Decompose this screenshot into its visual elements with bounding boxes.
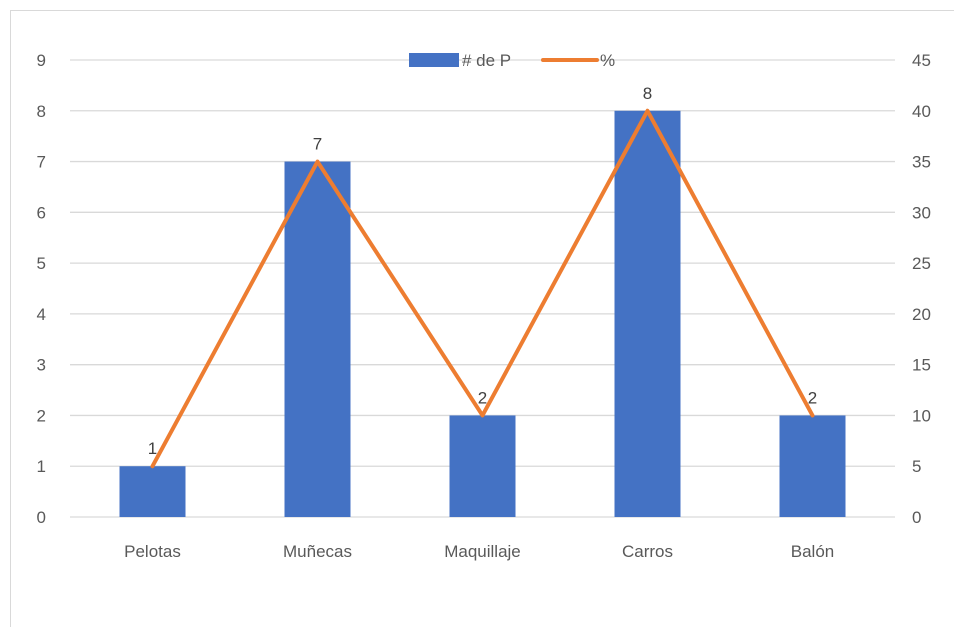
bar xyxy=(780,415,846,517)
legend-label-line: % xyxy=(600,51,615,70)
bar-data-label: 8 xyxy=(643,84,652,103)
y-left-tick-label: 9 xyxy=(37,51,46,70)
bar-data-label: 7 xyxy=(313,135,322,154)
legend-label-bar: # de P xyxy=(462,51,511,70)
y-right-tick-label: 25 xyxy=(912,254,931,273)
bar-data-label: 2 xyxy=(478,388,487,407)
y-right-tick-label: 40 xyxy=(912,102,931,121)
y-left-tick-label: 4 xyxy=(37,305,46,324)
x-tick-label: Pelotas xyxy=(124,542,181,561)
y-right-tick-label: 35 xyxy=(912,153,931,172)
x-tick-label: Carros xyxy=(622,542,673,561)
y-left-tick-label: 6 xyxy=(37,203,46,222)
x-tick-label: Balón xyxy=(791,542,834,561)
y-right-tick-label: 0 xyxy=(912,508,921,527)
bar-data-label: 1 xyxy=(148,439,157,458)
y-left-tick-label: 8 xyxy=(37,102,46,121)
legend-swatch-bar xyxy=(409,53,459,67)
y-left-tick-label: 7 xyxy=(37,153,46,172)
y-left-tick-label: 2 xyxy=(37,406,46,425)
y-right-tick-label: 10 xyxy=(912,406,931,425)
y-right-tick-label: 20 xyxy=(912,305,931,324)
bar xyxy=(285,162,351,517)
y-left-tick-label: 1 xyxy=(37,457,46,476)
y-left-tick-label: 0 xyxy=(37,508,46,527)
bar xyxy=(450,415,516,517)
y-right-tick-label: 5 xyxy=(912,457,921,476)
x-tick-label: Muñecas xyxy=(283,542,352,561)
bar-data-label: 2 xyxy=(808,388,817,407)
y-right-tick-label: 45 xyxy=(912,51,931,70)
y-left-tick-label: 5 xyxy=(37,254,46,273)
y-right-tick-label: 30 xyxy=(912,203,931,222)
y-left-tick-label: 3 xyxy=(37,356,46,375)
x-tick-label: Maquillaje xyxy=(444,542,521,561)
bar xyxy=(120,466,186,517)
bar xyxy=(615,111,681,517)
y-right-tick-label: 15 xyxy=(912,356,931,375)
line-series xyxy=(153,111,813,466)
